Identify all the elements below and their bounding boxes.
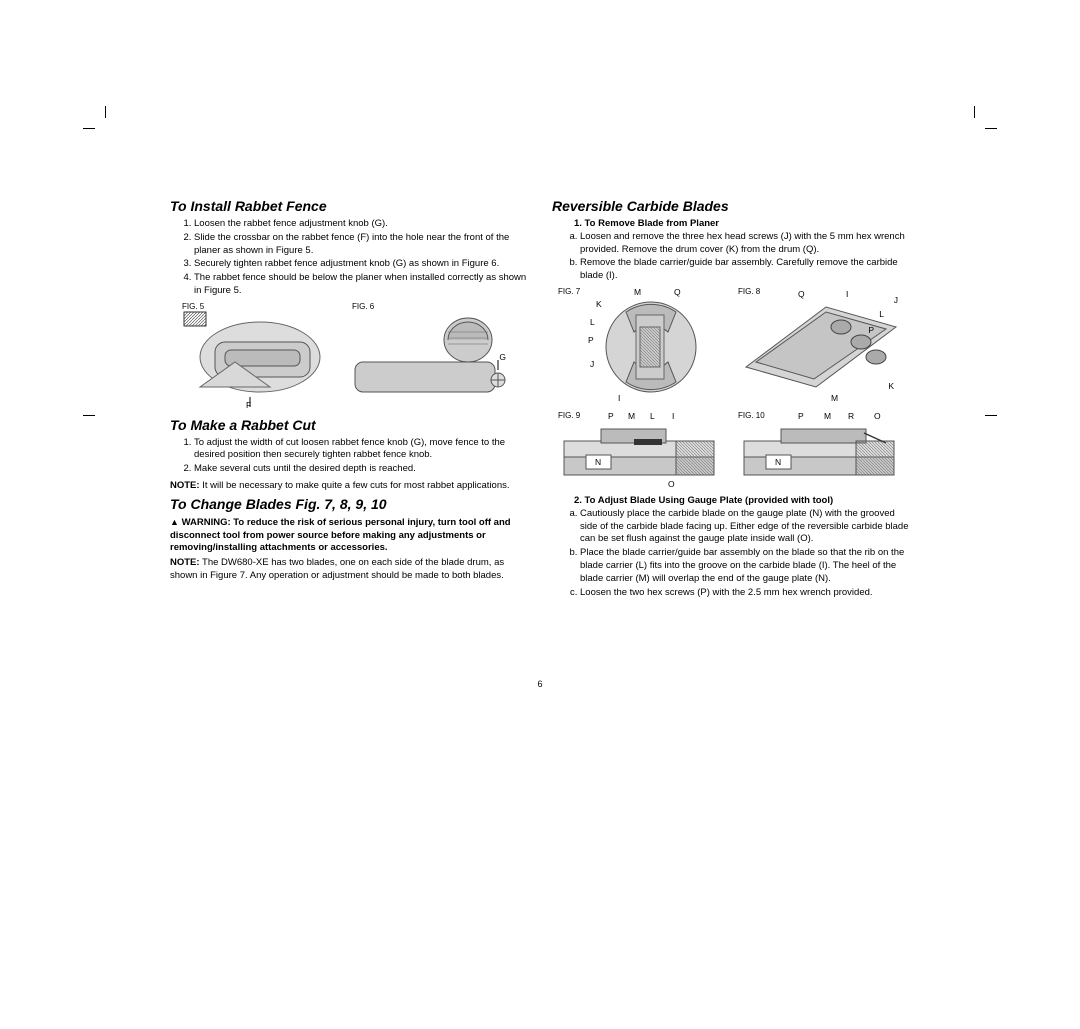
note-label: NOTE:	[170, 480, 200, 491]
l-M: M	[628, 411, 635, 422]
remove-blade-steps: Loosen and remove the three hex head scr…	[552, 231, 910, 283]
fig5-label: FIG. 5	[182, 302, 204, 313]
list-item: To adjust the width of cut loosen rabbet…	[194, 437, 528, 463]
heading-change-blades: To Change Blades Fig. 7, 8, 9, 10	[170, 495, 528, 514]
l-O: O	[668, 479, 675, 490]
list-item: Slide the crossbar on the rabbet fence (…	[194, 232, 528, 258]
label-g: G	[499, 352, 506, 363]
figure-5: FIG. 5 F	[180, 302, 340, 412]
l-M: M	[824, 411, 831, 422]
figure-9: FIG. 9 P M L I N O	[556, 411, 726, 491]
warning-text: WARNING: To reduce the risk of serious p…	[170, 517, 511, 554]
figure-6: FIG. 6 G	[350, 302, 510, 412]
l-J: J	[590, 359, 594, 370]
sub-1: 1. To Remove Blade from Planer	[552, 218, 910, 231]
warning: ▲ WARNING: To reduce the risk of serious…	[170, 516, 528, 555]
l-L: L	[590, 317, 595, 328]
l-P: P	[588, 335, 594, 346]
figure-10: FIG. 10 P M R O N	[736, 411, 906, 491]
fig7-label: FIG. 7	[558, 287, 580, 298]
heading-reversible-blades: Reversible Carbide Blades	[552, 197, 910, 216]
figure-row-910: FIG. 9 P M L I N O FIG. 10	[556, 411, 910, 491]
note-text: The DW680-XE has two blades, one on each…	[170, 557, 504, 581]
list-item: Loosen the two hex screws (P) with the 2…	[580, 587, 910, 600]
l-L: L	[650, 411, 655, 422]
l-K: K	[596, 299, 602, 310]
adjust-blade-steps: Cautiously place the carbide blade on th…	[552, 508, 910, 600]
sub-2-title: 2. To Adjust Blade Using Gauge Plate (pr…	[574, 495, 833, 506]
l-I: I	[846, 289, 848, 300]
l-I: I	[618, 393, 620, 404]
fig6-label: FIG. 6	[352, 302, 374, 313]
list-item: Place the blade carrier/guide bar assemb…	[580, 547, 910, 585]
l-N: N	[595, 457, 601, 468]
rabbet-cut-steps: To adjust the width of cut loosen rabbet…	[170, 437, 528, 476]
l-Q: Q	[798, 289, 805, 300]
fig8-label: FIG. 8	[738, 287, 760, 298]
figure-7: FIG. 7 M Q K L P J I	[556, 287, 726, 407]
list-item: Loosen and remove the three hex head scr…	[580, 231, 910, 257]
figure-row-78: FIG. 7 M Q K L P J I FIG. 8	[556, 287, 910, 407]
l-Q: Q	[674, 287, 681, 298]
list-item: Securely tighten rabbet fence adjustment…	[194, 258, 528, 271]
l-J: J	[894, 295, 898, 306]
figure-row-56: FIG. 5 F FIG. 6	[180, 302, 528, 412]
sub-1-title: 1. To Remove Blade from Planer	[574, 218, 719, 229]
note-1: NOTE: It will be necessary to make quite…	[170, 480, 528, 493]
l-I: I	[672, 411, 674, 422]
l-N: N	[775, 457, 781, 468]
note-label: NOTE:	[170, 557, 200, 568]
l-P: P	[798, 411, 804, 422]
sub-2: 2. To Adjust Blade Using Gauge Plate (pr…	[552, 495, 910, 508]
note-text: It will be necessary to make quite a few…	[200, 480, 510, 491]
page-number: 6	[0, 679, 1080, 689]
l-M: M	[634, 287, 641, 298]
l-L: L	[879, 309, 884, 320]
note-2: NOTE: The DW680-XE has two blades, one o…	[170, 557, 528, 583]
l-O: O	[874, 411, 881, 422]
l-R: R	[848, 411, 854, 422]
figure-8: FIG. 8 Q I J L P K M	[736, 287, 906, 407]
label-f: F	[246, 400, 251, 411]
fig9-label: FIG. 9	[558, 411, 580, 422]
warning-icon: ▲	[170, 516, 179, 528]
l-M: M	[831, 393, 838, 404]
list-item: Loosen the rabbet fence adjustment knob …	[194, 218, 528, 231]
list-item: The rabbet fence should be below the pla…	[194, 272, 528, 298]
left-column: To Install Rabbet Fence Loosen the rabbe…	[170, 195, 528, 603]
l-P: P	[608, 411, 614, 422]
right-column: Reversible Carbide Blades 1. To Remove B…	[552, 195, 910, 603]
list-item: Remove the blade carrier/guide bar assem…	[580, 257, 910, 283]
fig10-label: FIG. 10	[738, 411, 765, 422]
list-item: Cautiously place the carbide blade on th…	[580, 508, 910, 546]
l-P: P	[868, 325, 874, 336]
install-steps: Loosen the rabbet fence adjustment knob …	[170, 218, 528, 298]
l-K: K	[888, 381, 894, 392]
list-item: Make several cuts until the desired dept…	[194, 463, 528, 476]
heading-make-rabbet: To Make a Rabbet Cut	[170, 416, 528, 435]
heading-install-rabbet: To Install Rabbet Fence	[170, 197, 528, 216]
